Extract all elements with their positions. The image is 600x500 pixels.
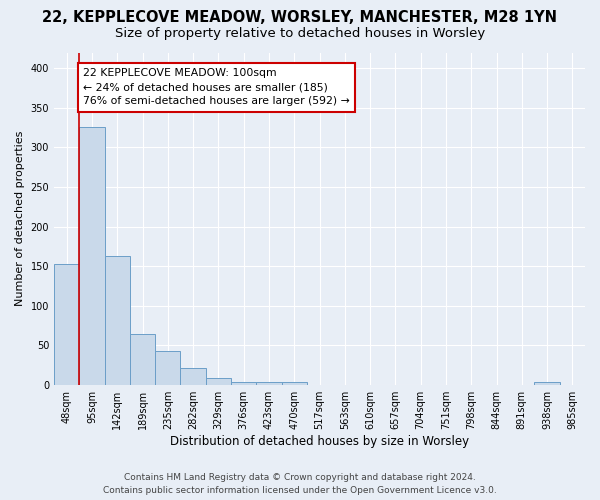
Text: 22, KEPPLECOVE MEADOW, WORSLEY, MANCHESTER, M28 1YN: 22, KEPPLECOVE MEADOW, WORSLEY, MANCHEST… — [43, 10, 557, 25]
X-axis label: Distribution of detached houses by size in Worsley: Distribution of detached houses by size … — [170, 434, 469, 448]
Text: Contains HM Land Registry data © Crown copyright and database right 2024.
Contai: Contains HM Land Registry data © Crown c… — [103, 474, 497, 495]
Bar — [79, 127, 104, 384]
Bar — [281, 382, 307, 384]
Bar — [256, 382, 281, 384]
Bar — [181, 368, 206, 384]
Text: 22 KEPPLECOVE MEADOW: 100sqm
← 24% of detached houses are smaller (185)
76% of s: 22 KEPPLECOVE MEADOW: 100sqm ← 24% of de… — [83, 68, 350, 106]
Bar — [54, 264, 79, 384]
Bar — [155, 350, 181, 384]
Bar — [104, 256, 130, 384]
Bar — [130, 334, 155, 384]
Y-axis label: Number of detached properties: Number of detached properties — [15, 131, 25, 306]
Bar — [535, 382, 560, 384]
Bar — [206, 378, 231, 384]
Bar — [231, 382, 256, 384]
Text: Size of property relative to detached houses in Worsley: Size of property relative to detached ho… — [115, 28, 485, 40]
